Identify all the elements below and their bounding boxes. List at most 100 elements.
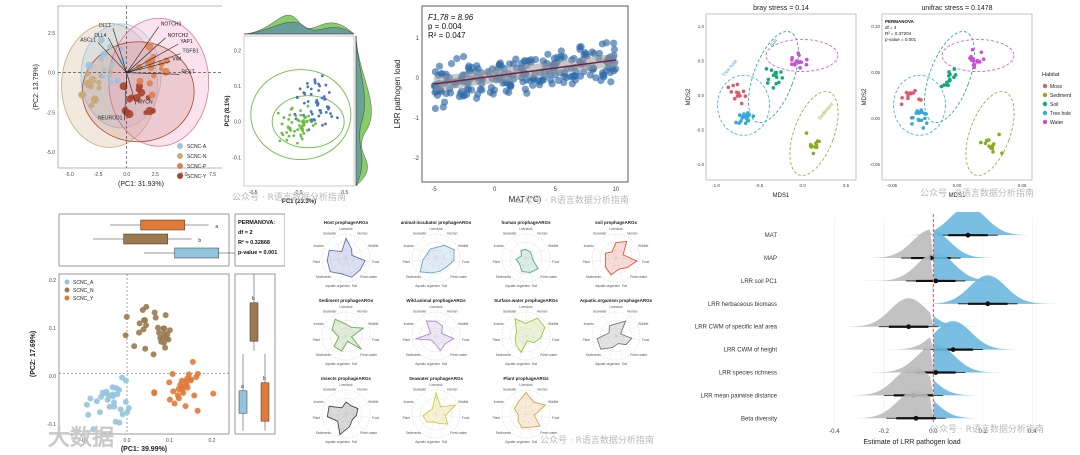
x-tick-label: 0.0 — [124, 438, 131, 444]
annotation-frame — [234, 213, 285, 267]
radar-spoke — [327, 257, 347, 274]
y-axis-label: MDS2 — [686, 88, 692, 105]
x-tick-label: 10 — [613, 187, 620, 193]
y-tick-label: 0.1 — [234, 84, 241, 90]
x-tick-label: 0 — [493, 187, 497, 193]
point — [743, 121, 748, 126]
radar-axis-label: Aquatic.organism — [595, 284, 620, 288]
point — [148, 91, 156, 99]
point — [302, 119, 306, 122]
point — [764, 67, 769, 71]
point — [525, 56, 533, 65]
radar-axis-label: Sediments — [316, 275, 331, 279]
point — [906, 96, 910, 101]
radar-spoke — [412, 257, 437, 262]
radar-grid-chart: Host prophageARGs Livestock Human Wildlife F… — [313, 220, 653, 444]
radar-title: animal-incubator prophageARGs — [401, 220, 472, 225]
loading-label: NOTCH2 — [168, 33, 189, 39]
point — [779, 70, 783, 74]
point — [741, 89, 746, 94]
group-ellipse — [789, 91, 839, 176]
point — [106, 73, 113, 79]
point — [550, 54, 558, 62]
point — [919, 98, 923, 102]
category-label: LRR species richness — [719, 371, 777, 377]
legend-label: SCNC-P — [187, 164, 207, 170]
radar-axis-label: Fresh water — [360, 431, 378, 435]
radar-axis-label: Insects — [404, 322, 415, 326]
radar-axis-label: Aquatic.organism — [505, 440, 530, 444]
radar-axis-label: Wildlife — [548, 322, 558, 326]
radar-spoke — [615, 315, 630, 337]
watermark-2: 公众号 · R语言数据分析指南 — [515, 196, 629, 206]
radar-axis-label: Fresh water — [360, 275, 378, 279]
radar-axis-label: Wildlife — [548, 400, 558, 404]
point — [96, 409, 103, 416]
category-label: MAT — [765, 233, 778, 239]
radar-ring — [509, 397, 543, 431]
radar-axis-label: Insects — [584, 244, 595, 248]
point — [944, 83, 949, 87]
box — [123, 233, 169, 245]
point — [607, 78, 615, 86]
x-tick-label: 0.0 — [929, 429, 938, 435]
point — [981, 57, 986, 62]
radar-axis-label: Seawater — [593, 310, 607, 314]
point — [119, 411, 126, 418]
point — [474, 90, 482, 98]
x-axis-label: MDS1 — [773, 193, 790, 199]
box — [140, 219, 186, 231]
y-tick-label: 2.5 — [48, 31, 55, 37]
loading-label: YAP1 — [180, 39, 193, 45]
radar-spoke — [594, 325, 617, 337]
watermark-3: 公众号 · R语言数据分析指南 — [920, 189, 1034, 199]
radar-axis-label: Human — [627, 310, 638, 314]
y-tick-label: 1.0 — [698, 24, 705, 29]
point — [970, 47, 975, 52]
point — [459, 53, 468, 61]
radar-spoke — [422, 237, 437, 259]
radar-axis-label: Soil — [352, 362, 358, 366]
radar-spoke — [435, 257, 455, 274]
point — [88, 83, 94, 90]
radar-axis-label: Plant — [313, 260, 320, 264]
radar-spoke — [502, 257, 527, 262]
point — [487, 83, 495, 92]
legend-swatch — [177, 163, 183, 169]
category-label: LRR mean pairwise distance — [701, 393, 778, 399]
group-ellipse — [80, 23, 162, 129]
point — [610, 39, 618, 47]
radar-axis-label: Soil — [352, 284, 358, 288]
y-tick-label: -0.05 — [870, 162, 881, 167]
point — [447, 60, 456, 68]
x-tick-label: -0.05 — [887, 183, 898, 188]
point — [300, 137, 304, 141]
radar-polygon — [513, 391, 547, 429]
box-letter: a — [241, 384, 244, 390]
radar-axis-label: Plant — [583, 260, 590, 264]
radar-spoke — [525, 335, 545, 352]
x-tick-label: -5.0 — [65, 172, 74, 178]
point — [600, 71, 608, 79]
point — [978, 140, 983, 145]
x-tick-label: 0.0 — [296, 190, 303, 196]
stat-annotation: R² = 0.37204 — [885, 31, 912, 36]
radar-axis-label: Food — [372, 260, 379, 264]
radar-spoke — [429, 257, 437, 282]
radar-axis-label: Sediments — [406, 275, 421, 279]
x-tick-label: 0.05 — [1018, 183, 1027, 188]
point — [112, 418, 119, 425]
posterior-density-positive — [933, 252, 1062, 281]
point — [151, 309, 158, 316]
legend-swatch — [1042, 110, 1048, 116]
radar-axis-label: Food — [642, 338, 649, 342]
category-label: MAP — [764, 256, 777, 262]
point — [1000, 151, 1004, 155]
point — [93, 398, 100, 405]
radar-axis-label: Human — [447, 310, 458, 314]
x-tick-label: 5.0 — [180, 172, 187, 178]
point — [798, 59, 802, 64]
box — [249, 302, 259, 342]
stat-annotation: PERMANOVA: — [238, 220, 275, 226]
point — [453, 55, 461, 63]
